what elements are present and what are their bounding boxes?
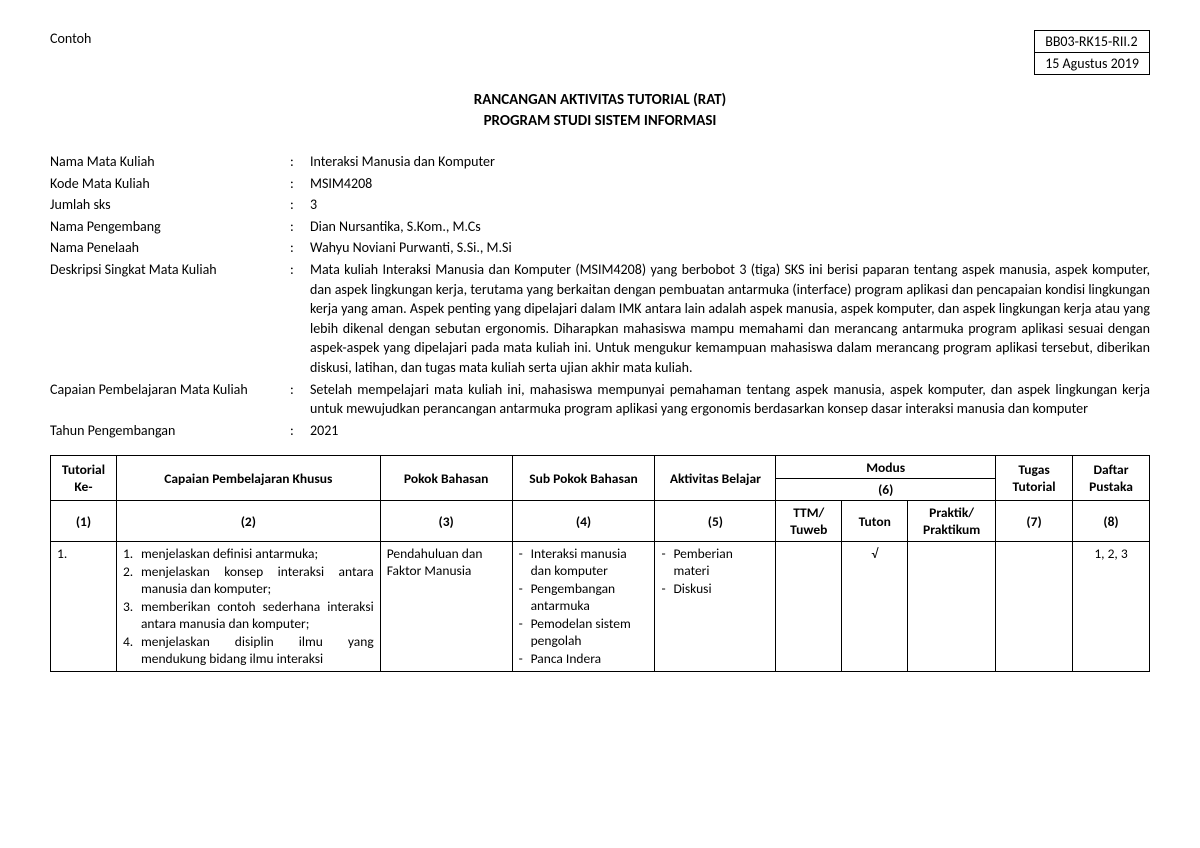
meta-colon: : — [290, 260, 310, 280]
meta-label: Kode Mata Kuliah — [50, 174, 290, 194]
meta-value: 3 — [310, 195, 1150, 215]
th-praktik: Praktik/ Praktikum — [908, 501, 996, 542]
meta-label: Deskripsi Singkat Mata Kuliah — [50, 260, 290, 280]
meta-row: Nama Penelaah : Wahyu Noviani Purwanti, … — [50, 238, 1150, 258]
meta-colon: : — [290, 421, 310, 441]
meta-value: 2021 — [310, 421, 1150, 441]
th-aktivitas: Aktivitas Belajar — [655, 456, 776, 501]
meta-block: Nama Mata Kuliah : Interaksi Manusia dan… — [50, 152, 1150, 440]
header-row: Contoh BB03-RK15-RII.2 15 Agustus 2019 — [50, 30, 1150, 75]
doc-code-box: BB03-RK15-RII.2 15 Agustus 2019 — [1034, 30, 1150, 75]
th-pustaka: Daftar Pustaka — [1073, 456, 1150, 501]
meta-row: Nama Pengembang : Dian Nursantika, S.Kom… — [50, 217, 1150, 237]
title-line2: PROGRAM STUDI SISTEM INFORMASI — [50, 111, 1150, 132]
cell-capaian: 1.menjelaskan definisi antarmuka; 2.menj… — [116, 542, 380, 672]
cell-tugas — [996, 542, 1073, 672]
aktivitas-item: Diskusi — [673, 580, 769, 597]
meta-colon: : — [290, 195, 310, 215]
rat-table: Tutorial Ke- Capaian Pembelajaran Khusus… — [50, 455, 1150, 672]
table-header: Tutorial Ke- Capaian Pembelajaran Khusus… — [51, 456, 1150, 542]
capaian-item: menjelaskan konsep interaksi antara manu… — [141, 563, 374, 597]
cell-ttm — [776, 542, 842, 672]
th-subpokok: Sub Pokok Bahasan — [512, 456, 655, 501]
cell-tuton: √ — [842, 542, 908, 672]
meta-label: Nama Mata Kuliah — [50, 152, 290, 172]
cell-no: 1. — [51, 542, 117, 672]
meta-row: Capaian Pembelajaran Mata Kuliah : Setel… — [50, 380, 1150, 419]
example-label: Contoh — [50, 30, 91, 47]
meta-label: Tahun Pengembangan — [50, 421, 290, 441]
meta-label: Nama Pengembang — [50, 217, 290, 237]
doc-date: 15 Agustus 2019 — [1035, 53, 1149, 74]
doc-code: BB03-RK15-RII.2 — [1035, 31, 1149, 53]
th-tuton: Tuton — [842, 501, 908, 542]
th-tugas: Tugas Tutorial — [996, 456, 1073, 501]
meta-value: Setelah mempelajari mata kuliah ini, mah… — [310, 380, 1150, 419]
meta-label: Capaian Pembelajaran Mata Kuliah — [50, 380, 290, 400]
meta-value: Wahyu Noviani Purwanti, S.Si., M.Si — [310, 238, 1150, 258]
meta-colon: : — [290, 238, 310, 258]
cell-subpokok: -Interaksi manusia dan komputer -Pengemb… — [512, 542, 655, 672]
meta-row: Deskripsi Singkat Mata Kuliah : Mata kul… — [50, 260, 1150, 378]
meta-colon: : — [290, 152, 310, 172]
th-modus-num: (6) — [776, 478, 995, 500]
meta-row: Kode Mata Kuliah : MSIM4208 — [50, 174, 1150, 194]
meta-row: Tahun Pengembangan : 2021 — [50, 421, 1150, 441]
th-pokok: Pokok Bahasan — [380, 456, 512, 501]
th-num8: (8) — [1073, 501, 1150, 542]
meta-colon: : — [290, 380, 310, 400]
th-num5: (5) — [655, 501, 776, 542]
cell-pokok: Pendahuluan dan Faktor Manusia — [380, 542, 512, 672]
subpokok-item: Panca Indera — [531, 650, 649, 667]
th-modus: Modus (6) — [776, 456, 996, 501]
th-num1: (1) — [51, 501, 117, 542]
cell-praktik — [908, 542, 996, 672]
cell-pustaka: 1, 2, 3 — [1073, 542, 1150, 672]
meta-value: Interaksi Manusia dan Komputer — [310, 152, 1150, 172]
capaian-item: memberikan contoh sederhana interaksi an… — [141, 598, 374, 632]
th-modus-label: Modus — [782, 459, 989, 476]
th-num2: (2) — [116, 501, 380, 542]
cell-aktivitas: -Pemberian materi -Diskusi — [655, 542, 776, 672]
meta-row: Jumlah sks : 3 — [50, 195, 1150, 215]
meta-value: MSIM4208 — [310, 174, 1150, 194]
capaian-item: menjelaskan disiplin ilmu yang mendukung… — [141, 633, 374, 667]
table-row: 1. 1.menjelaskan definisi antarmuka; 2.m… — [51, 542, 1150, 672]
meta-row: Nama Mata Kuliah : Interaksi Manusia dan… — [50, 152, 1150, 172]
subpokok-item: Pemodelan sistem pengolah — [531, 615, 649, 649]
subpokok-item: Pengembangan antarmuka — [531, 580, 649, 614]
title-line1: RANCANGAN AKTIVITAS TUTORIAL (RAT) — [50, 90, 1150, 111]
th-capaian: Capaian Pembelajaran Khusus — [116, 456, 380, 501]
th-tutorial-ke: Tutorial Ke- — [51, 456, 117, 501]
capaian-item: menjelaskan definisi antarmuka; — [141, 545, 374, 562]
th-num7: (7) — [996, 501, 1073, 542]
aktivitas-item: Pemberian materi — [673, 545, 769, 579]
meta-value: Mata kuliah Interaksi Manusia dan Komput… — [310, 260, 1150, 378]
meta-value: Dian Nursantika, S.Kom., M.Cs — [310, 217, 1150, 237]
th-ttm: TTM/ Tuweb — [776, 501, 842, 542]
meta-label: Nama Penelaah — [50, 238, 290, 258]
meta-label: Jumlah sks — [50, 195, 290, 215]
document-title: RANCANGAN AKTIVITAS TUTORIAL (RAT) PROGR… — [50, 90, 1150, 132]
th-num3: (3) — [380, 501, 512, 542]
subpokok-item: Interaksi manusia dan komputer — [531, 545, 649, 579]
meta-colon: : — [290, 174, 310, 194]
th-num4: (4) — [512, 501, 655, 542]
meta-colon: : — [290, 217, 310, 237]
